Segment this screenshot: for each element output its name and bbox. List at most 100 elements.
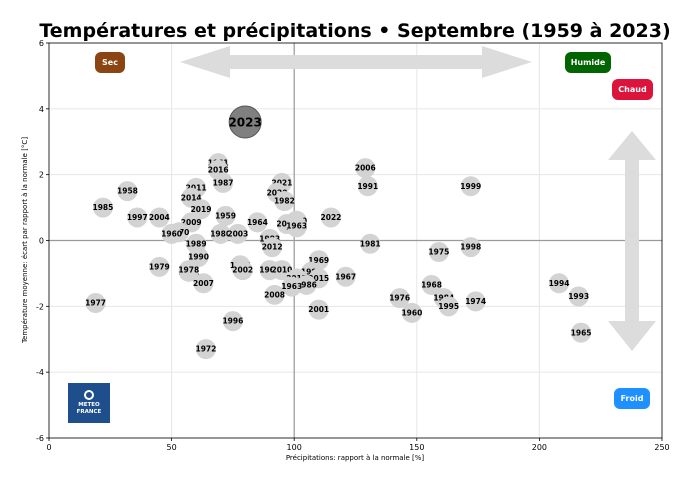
data-point (320, 207, 341, 228)
data-point (193, 273, 214, 294)
point-label: 2021 (272, 178, 293, 187)
point-label: 1959 (215, 211, 236, 220)
data-point (178, 260, 199, 281)
point-label: 1994 (549, 279, 570, 288)
data-point (401, 302, 422, 323)
x-tick-label: 250 (654, 443, 669, 452)
point-label: 2010 (272, 266, 293, 275)
data-point (308, 299, 329, 320)
point-label: 2001 (308, 305, 329, 314)
data-point (262, 237, 283, 258)
data-point (274, 191, 295, 211)
data-point (296, 274, 317, 295)
y-tick-label: 6 (39, 39, 44, 48)
hot-badge: Chaud (612, 79, 653, 100)
point-label: 2008 (264, 290, 285, 299)
horizontal-double-arrow (180, 46, 532, 78)
point-label: 1981 (360, 239, 381, 248)
point-label: 1986 (296, 281, 317, 290)
point-label: 1975 (428, 248, 449, 257)
data-point (335, 266, 356, 287)
point-label: 1974 (465, 297, 486, 306)
data-point (465, 291, 486, 312)
point-label: 1997 (127, 213, 148, 222)
point-label: 2007 (193, 279, 214, 288)
y-tick-label: -6 (36, 434, 44, 443)
grid-lines (48, 42, 663, 439)
x-tick-label: 100 (287, 443, 302, 452)
data-point (117, 181, 138, 202)
x-tick-label: 150 (409, 443, 424, 452)
point-label: 1999 (460, 182, 481, 191)
data-point (195, 339, 216, 360)
point-label: 1964 (247, 218, 268, 227)
meteo-france-logo: METEO FRANCE (68, 383, 110, 423)
data-point (149, 256, 170, 277)
data-point (85, 293, 106, 314)
data-point (460, 237, 481, 258)
point-label: 2014 (181, 193, 202, 202)
data-point (210, 223, 231, 244)
y-tick-label: 2 (39, 171, 44, 180)
data-point (360, 233, 381, 254)
data-point (357, 176, 378, 197)
direction-arrows (180, 46, 656, 351)
y-tick-label: -2 (36, 302, 44, 311)
point-label: 1995 (438, 302, 459, 311)
point-label: 1989 (186, 239, 207, 248)
y-tick-label: 4 (39, 105, 44, 114)
point-label: 1978 (178, 266, 199, 275)
data-points: 2023196120161987201120142019195819851997… (85, 105, 592, 360)
point-label: 2011 (186, 183, 207, 192)
point-label: 1972 (195, 345, 216, 354)
point-label: 1998 (460, 243, 481, 252)
point-label: 2009 (181, 218, 202, 227)
point-label: 1985 (93, 203, 114, 212)
highlight-point (228, 105, 262, 139)
point-label: 2003 (227, 230, 248, 239)
dry-badge: Sec (95, 52, 125, 73)
data-point (213, 172, 234, 193)
x-axis-label: Précipitations: rapport à la normale [%] (286, 454, 425, 462)
logo-mark-icon (84, 390, 94, 400)
data-point (222, 311, 243, 332)
point-label: 1958 (117, 187, 138, 196)
point-label: 1977 (85, 299, 106, 308)
point-label: 1990 (188, 253, 209, 262)
data-point (281, 276, 302, 297)
point-label: 1982 (274, 197, 295, 206)
point-label: 2023 (228, 116, 261, 130)
data-point (92, 197, 113, 218)
y-axis-label: Température moyenne: écart par rapport à… (21, 137, 29, 344)
point-label: 2015 (308, 274, 329, 283)
data-point (232, 260, 253, 281)
point-label: 1991 (357, 182, 378, 191)
x-tick-label: 50 (167, 443, 177, 452)
data-point (428, 242, 449, 263)
point-label: 2012 (262, 243, 283, 252)
data-point (355, 158, 376, 179)
y-tick-label: -4 (36, 368, 44, 377)
point-label: 2004 (149, 213, 170, 222)
point-label: 1996 (222, 317, 243, 326)
data-point (227, 223, 248, 244)
data-point (271, 260, 292, 281)
data-point (286, 215, 307, 236)
data-point (568, 286, 589, 307)
point-label: 1987 (213, 178, 234, 187)
cold-badge: Froid (614, 388, 650, 409)
wet-badge: Humide (565, 52, 611, 73)
chart-title: Températures et précipitations • Septemb… (39, 20, 671, 42)
point-label: 1968 (421, 281, 442, 290)
y-tick-label: 0 (39, 237, 44, 246)
data-point (549, 273, 570, 294)
point-label: 1963 (281, 282, 302, 291)
data-point (264, 284, 285, 305)
point-label: 1993 (568, 292, 589, 301)
point-label: 2002 (232, 266, 253, 275)
point-label: 1962 (259, 266, 280, 275)
data-point (127, 207, 148, 228)
point-label: 1969 (308, 256, 329, 265)
logo-line-1: METEO (78, 402, 100, 408)
